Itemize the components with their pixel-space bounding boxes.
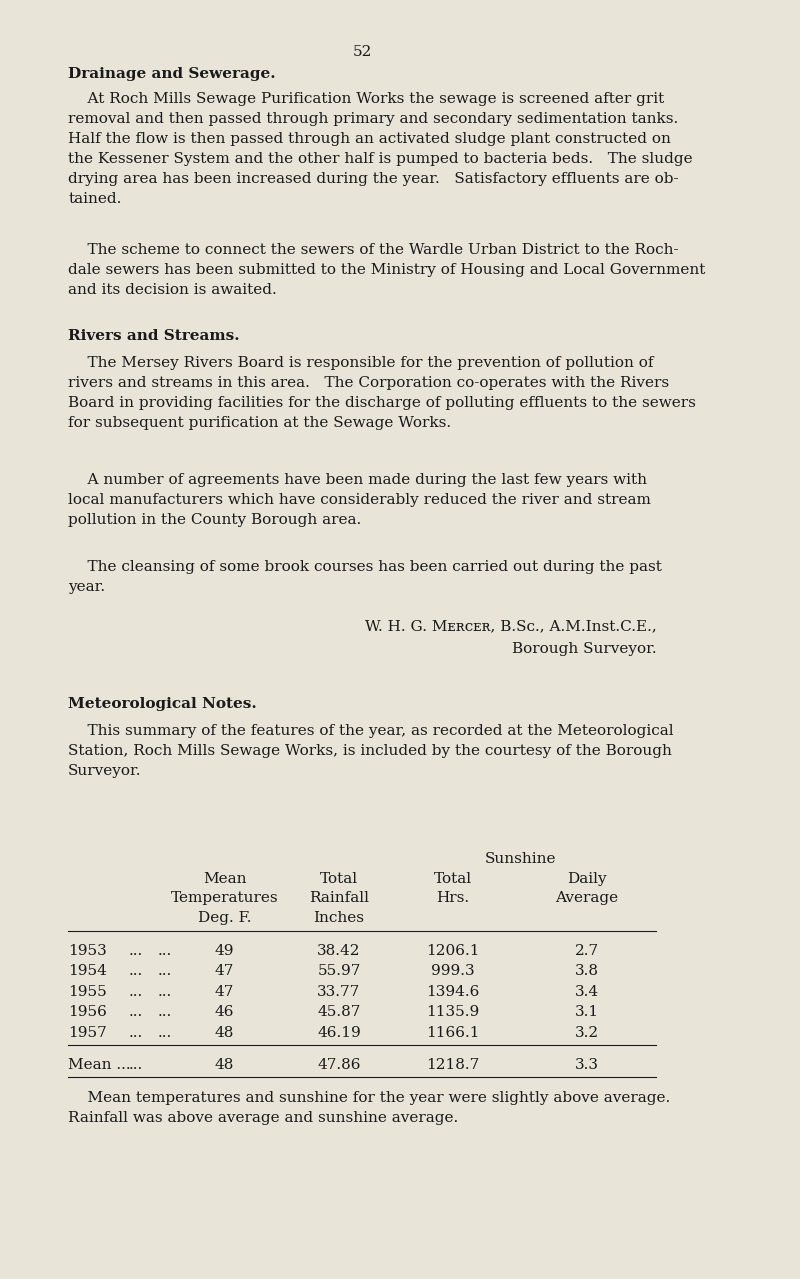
Text: 1955: 1955	[68, 985, 107, 999]
Text: 47: 47	[215, 964, 234, 978]
Text: Mean temperatures and sunshine for the year were slightly above average.
Rainfal: Mean temperatures and sunshine for the y…	[68, 1091, 670, 1126]
Text: 55.97: 55.97	[318, 964, 361, 978]
Text: 47: 47	[215, 985, 234, 999]
Text: ...: ...	[129, 944, 143, 958]
Text: Hrs.: Hrs.	[436, 891, 470, 906]
Text: 1956: 1956	[68, 1005, 107, 1019]
Text: Total: Total	[320, 872, 358, 886]
Text: 3.2: 3.2	[574, 1026, 598, 1040]
Text: 52: 52	[353, 45, 372, 59]
Text: This summary of the features of the year, as recorded at the Meteorological
Stat: This summary of the features of the year…	[68, 724, 674, 778]
Text: ...: ...	[129, 1026, 143, 1040]
Text: ...: ...	[129, 964, 143, 978]
Text: ...: ...	[158, 1026, 172, 1040]
Text: Temperatures: Temperatures	[170, 891, 278, 906]
Text: 1953: 1953	[68, 944, 107, 958]
Text: The Mersey Rivers Board is responsible for the prevention of pollution of
rivers: The Mersey Rivers Board is responsible f…	[68, 356, 696, 430]
Text: 999.3: 999.3	[431, 964, 474, 978]
Text: ...: ...	[129, 1058, 143, 1072]
Text: Total: Total	[434, 872, 472, 886]
Text: ...: ...	[158, 1005, 172, 1019]
Text: Inches: Inches	[314, 911, 365, 925]
Text: Drainage and Sewerage.: Drainage and Sewerage.	[68, 67, 276, 81]
Text: W. H. G. Mᴇʀcᴇʀ, B.Sᴄ., A.M.Inst.C.E.,: W. H. G. Mᴇʀcᴇʀ, B.Sᴄ., A.M.Inst.C.E.,	[365, 619, 656, 633]
Text: Daily: Daily	[567, 872, 606, 886]
Text: The scheme to connect the sewers of the Wardle Urban District to the Roch-
dale : The scheme to connect the sewers of the …	[68, 243, 706, 297]
Text: Sunshine: Sunshine	[484, 852, 556, 866]
Text: ...: ...	[158, 985, 172, 999]
Text: 38.42: 38.42	[318, 944, 361, 958]
Text: Rivers and Streams.: Rivers and Streams.	[68, 329, 240, 343]
Text: 1218.7: 1218.7	[426, 1058, 479, 1072]
Text: Mean ...: Mean ...	[68, 1058, 130, 1072]
Text: ...: ...	[129, 1005, 143, 1019]
Text: Rainfall: Rainfall	[309, 891, 369, 906]
Text: 45.87: 45.87	[318, 1005, 361, 1019]
Text: ...: ...	[129, 985, 143, 999]
Text: ...: ...	[158, 944, 172, 958]
Text: 1954: 1954	[68, 964, 107, 978]
Text: 49: 49	[214, 944, 234, 958]
Text: 3.1: 3.1	[574, 1005, 598, 1019]
Text: 46: 46	[214, 1005, 234, 1019]
Text: Mean: Mean	[202, 872, 246, 886]
Text: 33.77: 33.77	[318, 985, 361, 999]
Text: Meteorological Notes.: Meteorological Notes.	[68, 697, 257, 711]
Text: 1135.9: 1135.9	[426, 1005, 479, 1019]
Text: At Roch Mills Sewage Purification Works the sewage is screened after grit
remova: At Roch Mills Sewage Purification Works …	[68, 92, 693, 206]
Text: 1394.6: 1394.6	[426, 985, 479, 999]
Text: 46.19: 46.19	[317, 1026, 361, 1040]
Text: The cleansing of some brook courses has been carried out during the past
year.: The cleansing of some brook courses has …	[68, 560, 662, 595]
Text: 1957: 1957	[68, 1026, 107, 1040]
Text: 47.86: 47.86	[318, 1058, 361, 1072]
Text: Deg. F.: Deg. F.	[198, 911, 251, 925]
Text: 48: 48	[215, 1058, 234, 1072]
Text: 1166.1: 1166.1	[426, 1026, 479, 1040]
Text: 3.4: 3.4	[574, 985, 598, 999]
Text: Average: Average	[555, 891, 618, 906]
Text: 3.8: 3.8	[574, 964, 598, 978]
Text: Borough Surveyor.: Borough Surveyor.	[512, 642, 656, 656]
Text: ...: ...	[158, 964, 172, 978]
Text: 48: 48	[215, 1026, 234, 1040]
Text: A number of agreements have been made during the last few years with
local manuf: A number of agreements have been made du…	[68, 473, 651, 527]
Text: 2.7: 2.7	[574, 944, 598, 958]
Text: 3.3: 3.3	[574, 1058, 598, 1072]
Text: 1206.1: 1206.1	[426, 944, 479, 958]
